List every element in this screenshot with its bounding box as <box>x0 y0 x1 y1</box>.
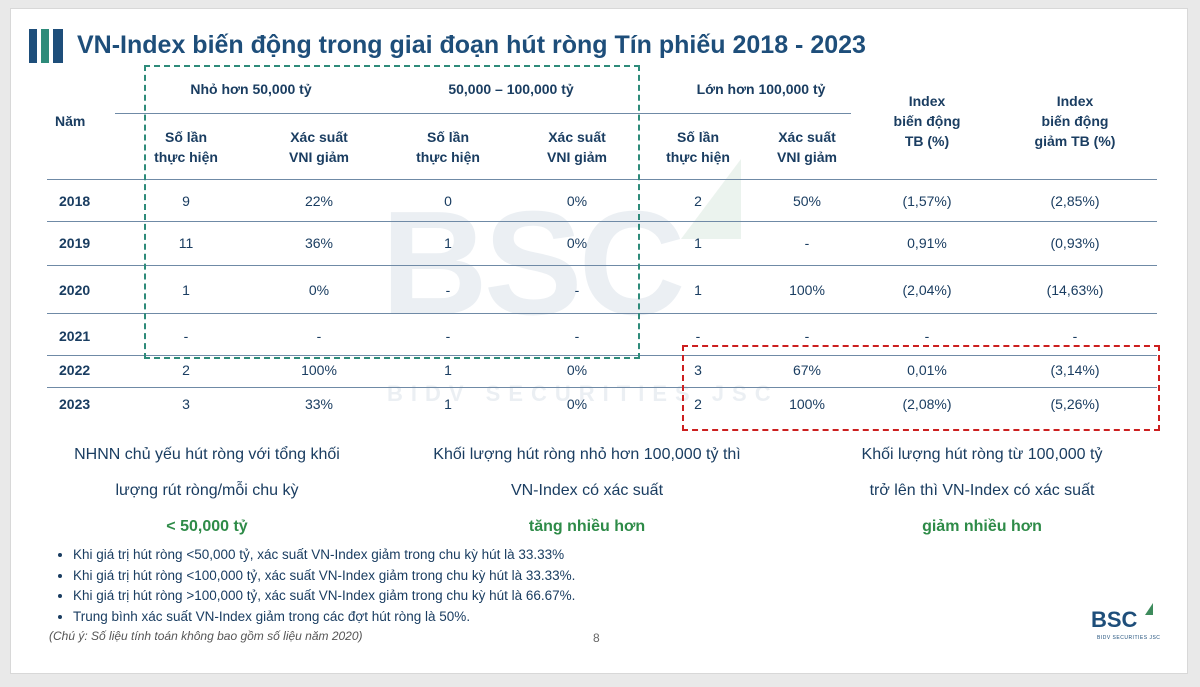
row-divider <box>47 313 1157 314</box>
highlight-box-over-100k <box>682 345 1160 431</box>
bsc-logo: BSC <box>1091 607 1138 632</box>
group-header-small: Nhỏ hơn 50,000 tỷ <box>190 81 312 97</box>
row-divider <box>47 265 1157 266</box>
list-item: Trung bình xác suất VN-Index giảm trong … <box>73 607 575 628</box>
row-divider <box>47 179 1157 180</box>
year-header: Năm <box>55 113 86 129</box>
sub-header-count-1: Số lần thực hiện <box>154 129 218 165</box>
list-item: Khi giá trị hút ròng <100,000 tỷ, xác su… <box>73 566 575 587</box>
footnote: (Chú ý: Số liệu tính toán không bao gồm … <box>49 629 363 643</box>
header-logo-bars <box>29 29 65 63</box>
page-title: VN-Index biến động trong giai đoạn hút r… <box>77 31 866 59</box>
page-number: 8 <box>593 631 600 645</box>
group-header-mid: 50,000 – 100,000 tỷ <box>448 81 574 97</box>
sub-header-prob-1: Xác suất VNI giảm <box>289 129 349 165</box>
bsc-leaf-icon <box>1145 603 1153 615</box>
slide: VN-Index biến động trong giai đoạn hút r… <box>10 8 1188 674</box>
avg-down-header: Index biến động giảm TB (%) <box>1034 93 1116 149</box>
highlight-box-under-100k <box>144 65 640 359</box>
row-divider <box>47 387 1157 388</box>
row-divider <box>47 355 1157 356</box>
list-item: Khi giá trị hút ròng <50,000 tỷ, xác suấ… <box>73 545 575 566</box>
list-item: Khi giá trị hút ròng >100,000 tỷ, xác su… <box>73 586 575 607</box>
sub-header-prob-3: Xác suất VNI giảm <box>777 129 837 165</box>
note-under-100k: Khối lượng hút ròng nhỏ hơn 100,000 tỷ t… <box>433 446 741 535</box>
note-small-withdrawal: NHNN chủ yếu hút ròng với tổng khối lượn… <box>74 446 340 535</box>
avg-change-header: Index biến động TB (%) <box>893 93 961 149</box>
sub-header-prob-2: Xác suất VNI giảm <box>547 129 607 165</box>
sub-header-count-3: Số lần thực hiện <box>666 129 730 165</box>
note-over-100k: Khối lượng hút ròng từ 100,000 tỷ trở lê… <box>861 446 1103 535</box>
group-header-large: Lớn hơn 100,000 tỷ <box>696 81 826 97</box>
bsc-logo-tagline: BIDV SECURITIES JSC <box>1097 635 1161 641</box>
summary-bullets: Khi giá trị hút ròng <50,000 tỷ, xác suấ… <box>49 545 575 627</box>
sub-header-count-2: Số lần thực hiện <box>416 129 480 165</box>
header-divider <box>115 113 851 114</box>
row-divider <box>47 221 1157 222</box>
